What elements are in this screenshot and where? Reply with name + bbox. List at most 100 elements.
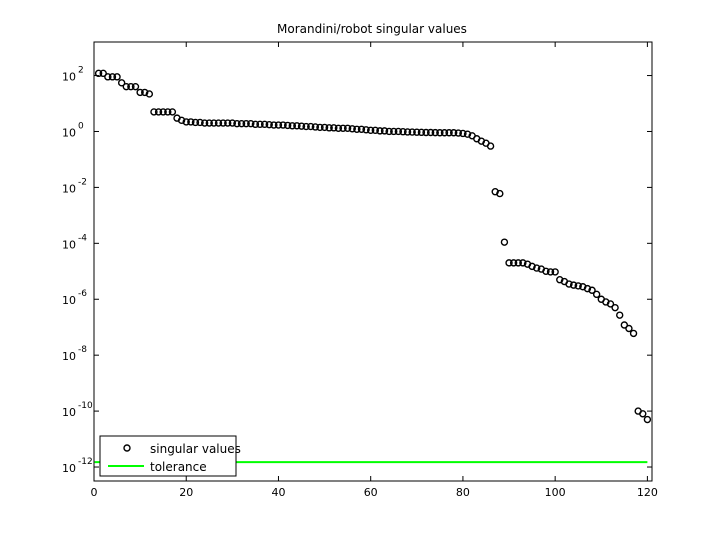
y-tick-base: 10: [62, 350, 76, 363]
data-point: [371, 126, 380, 135]
data-point: [542, 267, 550, 275]
data-point: [141, 88, 149, 97]
data-point: [528, 262, 536, 271]
data-point: [348, 125, 356, 133]
data-point: [205, 119, 213, 127]
data-point: [500, 238, 509, 246]
data-point: [283, 121, 292, 130]
y-tick-label: 10 2: [62, 66, 84, 84]
data-point: [191, 118, 200, 127]
data-point: [380, 127, 389, 135]
data-point: [247, 119, 255, 128]
data-point: [237, 119, 246, 128]
points-layer: [94, 69, 652, 424]
y-tick-base: 10: [62, 126, 76, 139]
data-point: [463, 130, 472, 138]
y-tick-label: 10 0: [62, 121, 84, 139]
data-point: [219, 119, 227, 127]
data-point: [422, 128, 430, 137]
x-tick-label: 100: [545, 486, 566, 499]
data-point: [187, 118, 195, 126]
data-point: [390, 127, 398, 136]
data-point: [620, 321, 629, 329]
data-point: [445, 129, 453, 137]
data-point: [486, 142, 495, 150]
y-tick-exponent: 2: [78, 66, 84, 76]
y-tick-label: 10 -2: [62, 177, 87, 195]
data-point: [403, 128, 412, 136]
y-tick-exponent: -4: [78, 233, 87, 243]
legend-label-singular-values: singular values: [150, 442, 241, 456]
legend: singular values tolerance: [99, 435, 241, 477]
data-point: [242, 119, 250, 128]
x-tick-label: 60: [364, 486, 378, 499]
data-point: [496, 189, 504, 198]
data-point: [454, 129, 463, 137]
x-tick-label: 20: [179, 486, 193, 499]
y-tick-label: 10 -4: [62, 233, 87, 251]
data-point: [94, 69, 103, 78]
y-tick-base: 10: [62, 71, 76, 84]
data-point: [150, 108, 158, 116]
data-point: [154, 108, 163, 116]
data-point: [131, 82, 140, 91]
data-point: [233, 119, 241, 128]
y-tick-base: 10: [62, 406, 76, 419]
data-point: [569, 281, 578, 289]
data-point: [145, 90, 154, 98]
data-point: [256, 120, 264, 129]
y-tick-label: 10 -10: [62, 401, 93, 419]
data-point: [339, 124, 347, 132]
data-point: [440, 129, 449, 137]
y-tick-exponent: -12: [78, 457, 93, 467]
data-point: [302, 122, 310, 131]
data-point: [592, 290, 601, 299]
data-point: [639, 410, 647, 418]
data-point: [426, 128, 435, 137]
y-tick-base: 10: [62, 238, 76, 251]
data-point: [265, 120, 273, 129]
legend-label-tolerance: tolerance: [150, 460, 207, 474]
data-point: [104, 73, 112, 81]
data-point: [122, 82, 130, 91]
data-point: [210, 119, 218, 127]
data-point: [611, 303, 619, 312]
data-point: [533, 264, 541, 272]
data-point: [270, 121, 278, 129]
data-point: [159, 108, 167, 116]
data-point: [297, 122, 306, 130]
data-point: [293, 122, 301, 130]
data-point: [99, 69, 107, 78]
y-tick-exponent: -2: [78, 177, 87, 187]
data-point: [583, 284, 592, 293]
data-point: [376, 127, 384, 135]
y-tick-base: 10: [62, 294, 76, 307]
data-point: [330, 124, 338, 132]
data-point: [431, 128, 439, 137]
data-point: [325, 124, 333, 132]
data-point: [394, 127, 403, 136]
y-tick-label: 10 -8: [62, 345, 87, 363]
data-point: [606, 300, 615, 308]
data-point: [288, 122, 296, 130]
data-point: [279, 121, 287, 129]
data-point: [625, 324, 633, 333]
data-point: [117, 79, 126, 87]
data-point: [643, 415, 652, 424]
data-point: [629, 329, 638, 338]
data-point: [214, 119, 223, 127]
data-point: [108, 73, 117, 81]
data-point: [417, 128, 426, 137]
data-point: [196, 118, 204, 127]
data-point: [509, 259, 518, 267]
y-tick-exponent: 0: [78, 121, 84, 131]
data-point: [413, 128, 421, 136]
data-point: [182, 118, 190, 126]
x-tick-label: 40: [271, 486, 285, 499]
data-point: [168, 108, 177, 116]
data-point: [307, 122, 315, 131]
data-point: [616, 311, 624, 319]
data-point: [366, 126, 375, 135]
data-point: [436, 129, 444, 137]
